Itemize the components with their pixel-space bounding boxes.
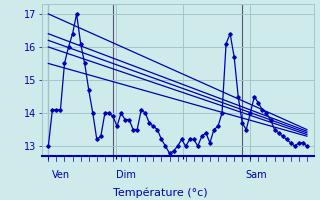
Text: Sam: Sam (245, 170, 267, 180)
Text: Dim: Dim (116, 170, 136, 180)
Text: Ven: Ven (52, 170, 70, 180)
Text: Température (°c): Température (°c) (113, 188, 207, 198)
